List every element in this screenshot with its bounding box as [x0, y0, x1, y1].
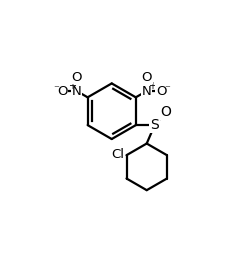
Text: ⁻: ⁻ — [164, 84, 169, 94]
Text: O: O — [141, 71, 151, 84]
Text: Cl: Cl — [110, 148, 123, 161]
Text: O: O — [159, 105, 170, 119]
Text: O: O — [57, 85, 67, 98]
Text: O: O — [71, 71, 82, 84]
Text: ⁻: ⁻ — [53, 84, 59, 94]
Text: S: S — [150, 118, 158, 132]
Text: N: N — [141, 85, 151, 98]
Text: +: + — [147, 81, 155, 91]
Text: +: + — [67, 81, 75, 91]
Text: N: N — [72, 85, 81, 98]
Text: O: O — [155, 85, 166, 98]
